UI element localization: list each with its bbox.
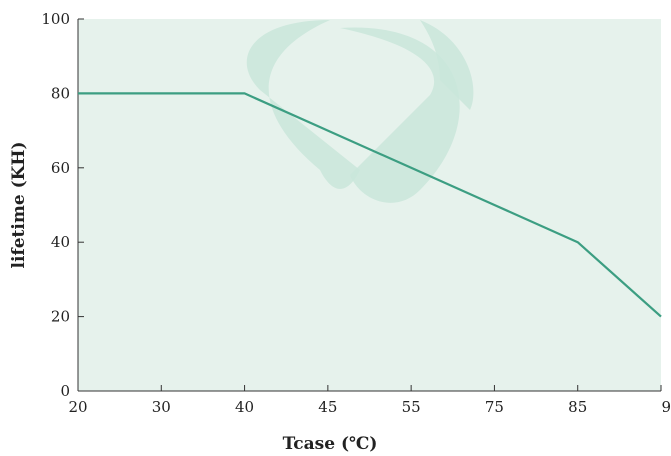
x-tick-label: 20: [68, 398, 87, 416]
y-axis-ticks: 0 20 40 60 80 100: [41, 10, 84, 400]
x-tick-label: 90: [661, 398, 671, 416]
leaf-logo-icon: [246, 20, 474, 203]
y-tick-label: 40: [51, 233, 70, 251]
y-tick-label: 80: [51, 84, 70, 102]
x-tick-label: 45: [318, 398, 337, 416]
y-tick-label: 60: [51, 159, 70, 177]
x-axis-title: Tcase (℃): [283, 434, 378, 454]
y-tick-label: 20: [51, 308, 70, 326]
y-tick-label: 100: [41, 10, 70, 28]
x-tick-label: 40: [235, 398, 254, 416]
x-tick-label: 55: [402, 398, 421, 416]
x-tick-label: 75: [485, 398, 504, 416]
x-tick-label: 85: [568, 398, 587, 416]
y-tick-label: 0: [60, 382, 70, 400]
series-points: [77, 93, 662, 317]
x-tick-label: 30: [152, 398, 171, 416]
plot-area: [78, 19, 661, 391]
y-axis-title: lifetime (KH): [9, 141, 29, 268]
x-axis-ticks: 20 30 40 45 55 75 85 90: [68, 385, 671, 416]
series-line-lifetime: [78, 92, 662, 318]
